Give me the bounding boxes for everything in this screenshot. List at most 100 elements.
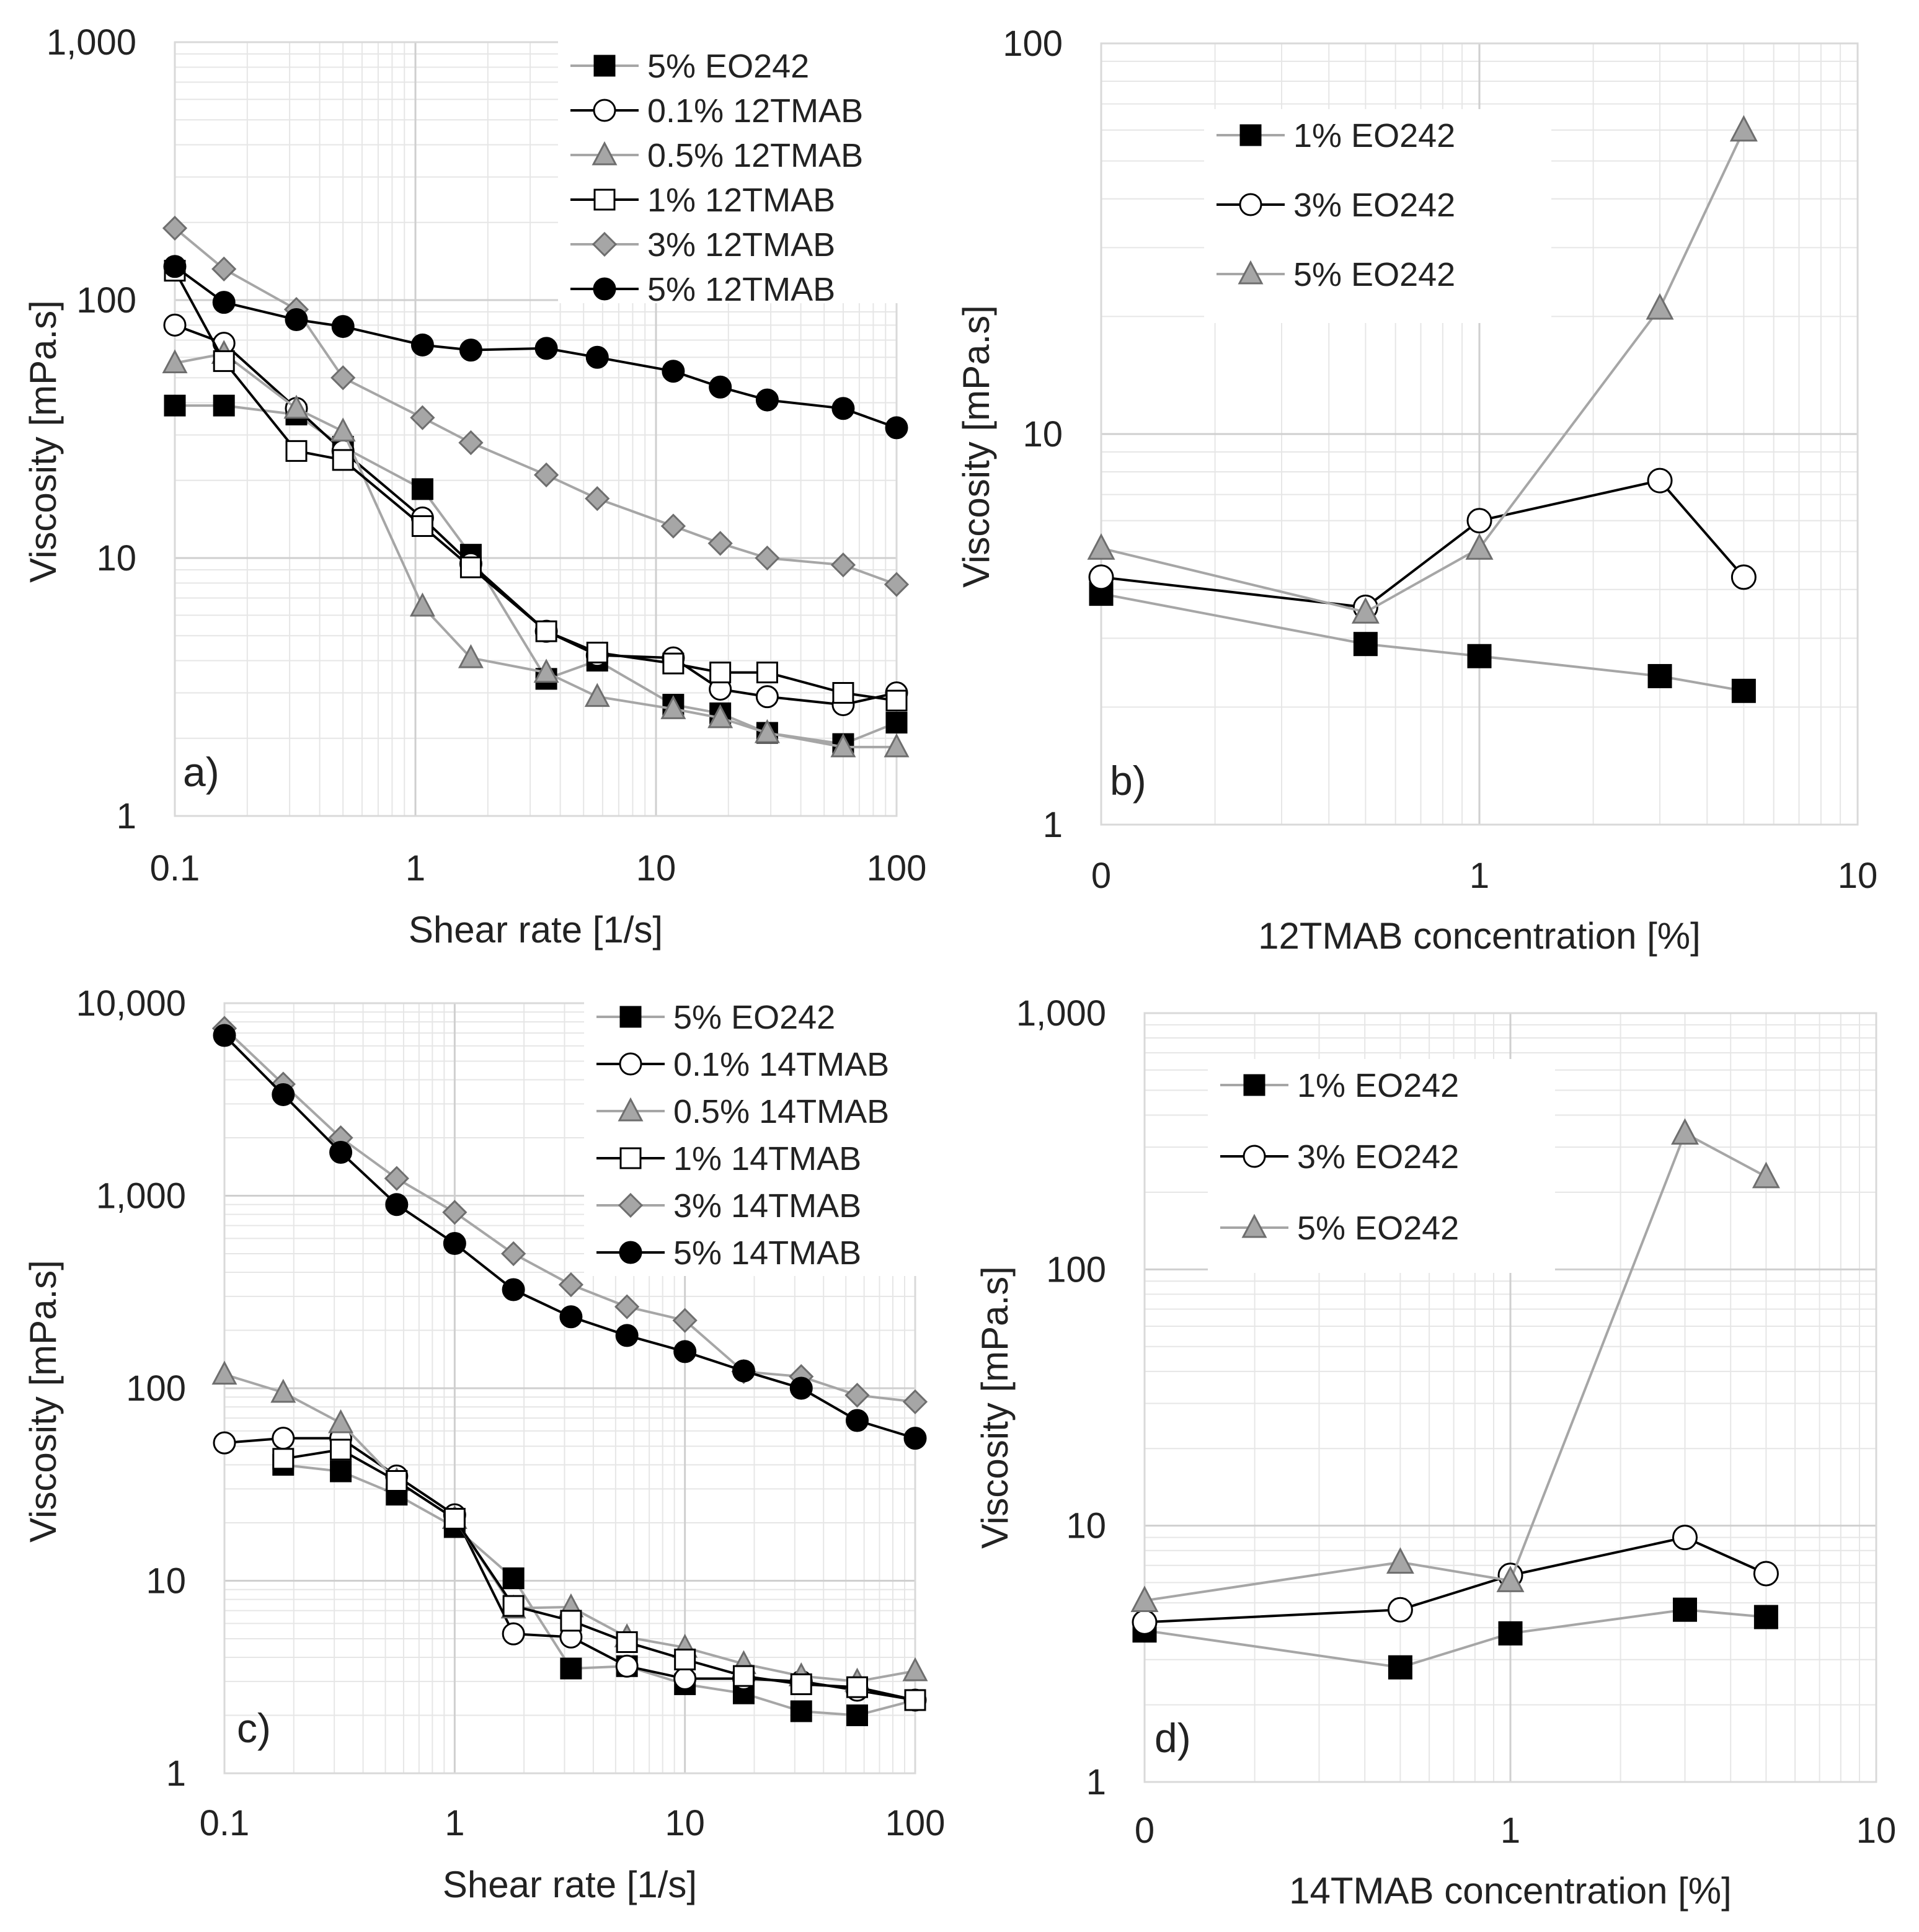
data-point-square <box>1647 663 1672 688</box>
data-point-circle <box>831 397 855 420</box>
legend-entry: 5% EO242 <box>570 48 809 85</box>
data-point-square <box>272 1448 295 1470</box>
y-axis-label: Viscosity [mPa.s] <box>974 1266 1016 1549</box>
data-point-circle <box>662 360 685 383</box>
data-point-square <box>411 478 433 500</box>
panel-label: c) <box>237 1705 271 1751</box>
legend-entry: 0.5% 12TMAB <box>570 137 863 174</box>
data-point-circle <box>272 1427 295 1450</box>
data-point-square <box>535 620 557 642</box>
legend-entry: 0.5% 14TMAB <box>596 1093 889 1130</box>
data-point-triangle <box>1351 597 1380 624</box>
y-tick-label: 10 <box>96 538 136 578</box>
data-point-circle <box>615 1654 639 1678</box>
data-point-triangle <box>409 592 435 617</box>
data-point-diamond <box>585 486 610 512</box>
legend-label: 1% EO242 <box>1297 1067 1459 1104</box>
data-point-square <box>411 515 433 537</box>
data-point-triangle <box>884 733 910 758</box>
data-point-circle <box>755 685 779 709</box>
data-point-circle <box>502 1622 525 1646</box>
data-point-diamond <box>707 531 733 556</box>
data-point-triangle <box>1752 1161 1780 1189</box>
data-point-circle <box>593 99 616 122</box>
data-point-circle <box>212 291 236 314</box>
data-point-diamond <box>660 513 686 539</box>
data-point-square <box>1467 644 1492 668</box>
data-point-diamond <box>618 1192 644 1218</box>
legend-label: 1% EO242 <box>1293 117 1455 154</box>
plot-frame <box>223 1002 916 1775</box>
data-point-diamond <box>884 572 910 597</box>
plot-frame <box>1143 1012 1877 1783</box>
data-point-triangle <box>1465 533 1494 560</box>
data-point-circle <box>619 1052 642 1076</box>
data-point-triangle <box>1386 1547 1414 1574</box>
data-point-square <box>846 1676 868 1698</box>
data-point-circle <box>1239 193 1262 216</box>
data-point-square <box>832 682 854 704</box>
data-point-square <box>330 1460 352 1482</box>
data-point-square <box>560 1610 582 1632</box>
data-point-triangle <box>1238 260 1264 285</box>
series-5-eo242 <box>1087 115 1758 624</box>
series-1-eo242 <box>1132 1597 1778 1680</box>
data-point-square <box>586 641 608 663</box>
data-point-square <box>790 1700 812 1722</box>
data-point-diamond <box>384 1166 409 1191</box>
y-tick-label: 1 <box>117 796 136 836</box>
data-point-circle <box>410 333 434 357</box>
series-5-eo242 <box>1130 1118 1780 1613</box>
legend-entry: 1% 12TMAB <box>570 182 835 219</box>
data-point-triangle <box>1496 1566 1525 1592</box>
x-tick-label: 0 <box>1135 1810 1155 1851</box>
legend-entry: 1% EO242 <box>1220 1067 1459 1104</box>
data-point-diamond <box>902 1389 928 1415</box>
data-point-square <box>502 1567 525 1590</box>
data-point-diamond <box>672 1308 698 1333</box>
legend-label: 5% EO242 <box>1293 256 1455 293</box>
x-tick-label: 10 <box>1856 1810 1897 1851</box>
data-point-circle <box>385 1193 409 1216</box>
series-1-12tmab <box>164 260 908 712</box>
y-tick-label: 10 <box>1066 1506 1106 1546</box>
legend-label: 5% 12TMAB <box>647 271 835 308</box>
data-point-square <box>904 1689 926 1711</box>
x-tick-label: 10 <box>636 848 676 888</box>
data-point-triangle <box>270 1378 296 1403</box>
data-point-circle <box>559 1305 583 1329</box>
x-axis-label: Shear rate [1/s] <box>409 909 663 950</box>
legend-label: 1% 12TMAB <box>647 182 835 219</box>
data-point-diamond <box>830 552 856 578</box>
legend-entry: 0.1% 14TMAB <box>596 1046 889 1083</box>
data-point-circle <box>459 339 482 362</box>
data-point-square <box>213 350 235 372</box>
data-point-circle <box>885 416 908 440</box>
legend-background <box>1204 109 1551 323</box>
data-point-circle <box>285 308 308 331</box>
x-tick-label: 1 <box>406 848 425 888</box>
data-point-circle <box>673 1340 697 1363</box>
legend-label: 3% EO242 <box>1297 1138 1459 1176</box>
x-axis-label: Shear rate [1/s] <box>443 1864 697 1905</box>
data-point-square <box>616 1631 638 1653</box>
data-point-square <box>885 712 908 734</box>
y-tick-label: 100 <box>1003 24 1063 64</box>
legend-entry: 5% 12TMAB <box>570 271 835 308</box>
legend-background <box>558 40 905 303</box>
legend-label: 5% EO242 <box>673 999 835 1036</box>
legend-background <box>584 991 931 1276</box>
x-axis-label: 14TMAB concentration [%] <box>1289 1870 1732 1912</box>
series-5-14tmab <box>213 1024 927 1450</box>
data-point-circle <box>732 1359 755 1383</box>
data-point-circle <box>163 313 187 337</box>
data-point-circle <box>213 1431 236 1455</box>
series-1-14tmab <box>272 1438 926 1711</box>
legend-label: 0.5% 14TMAB <box>673 1093 889 1130</box>
data-point-square <box>1673 1597 1698 1622</box>
data-point-diamond <box>592 231 618 257</box>
data-point-circle <box>331 315 355 339</box>
data-point-triangle <box>162 349 188 374</box>
